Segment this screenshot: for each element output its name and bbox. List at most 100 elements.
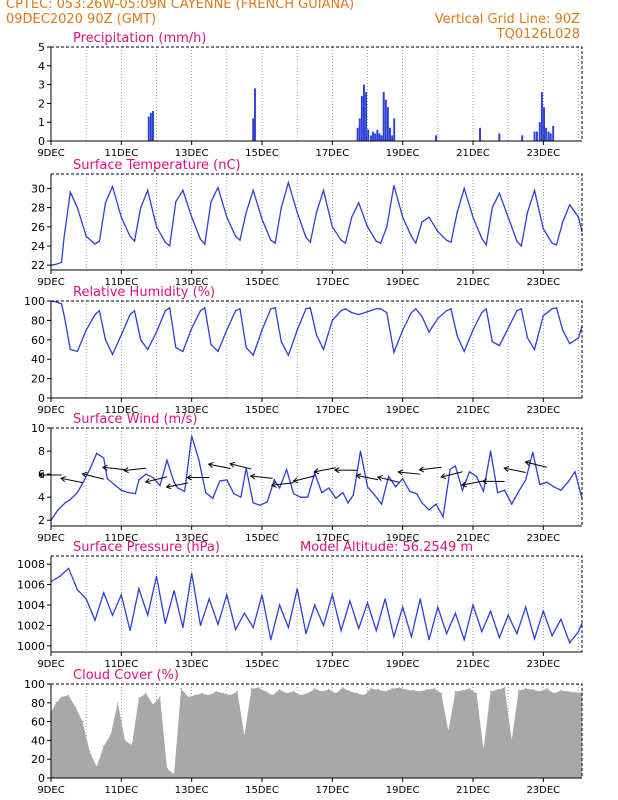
rh-point	[491, 341, 493, 343]
cloud-point	[546, 687, 548, 690]
cloud-point	[398, 686, 400, 689]
cloud-point	[524, 687, 527, 690]
temp-point	[210, 201, 212, 203]
cloud-point	[60, 696, 63, 698]
rh-point	[507, 327, 509, 329]
wind-arrow-head	[355, 473, 362, 480]
x-tick-label: 19DEC	[386, 277, 420, 288]
wind-point	[76, 491, 78, 494]
precip-bar	[547, 131, 550, 141]
precip-bar	[552, 125, 555, 141]
rh-point	[393, 351, 395, 354]
panel-title: Precipitation (mm/h)	[73, 31, 206, 46]
rh-panel: 0 20 40 60 80 100 9DEC 11DEC 13DEC 15DEC 17DEC 19DE…	[24, 285, 583, 416]
rh-point	[140, 339, 142, 341]
wind-point	[233, 493, 235, 495]
cloud-point	[320, 690, 323, 693]
x-tick-label: 11DEC	[104, 659, 138, 670]
rh-point	[69, 348, 71, 351]
rh-point	[375, 308, 377, 310]
cloud-point	[74, 706, 77, 709]
cloud-point	[440, 692, 443, 695]
wind-point	[69, 498, 71, 501]
rh-point	[104, 339, 107, 341]
temp-point	[191, 216, 193, 218]
y-tick-label: 1002	[17, 619, 45, 632]
x-tick-label: 17DEC	[315, 533, 349, 544]
temp-line	[50, 180, 583, 266]
rh-point	[305, 308, 307, 310]
temp-point	[507, 216, 509, 218]
plot-frame	[50, 555, 583, 653]
wind-point	[435, 503, 437, 505]
cloud-point	[503, 686, 506, 689]
precip-bar	[389, 127, 391, 141]
pres-point	[270, 639, 272, 641]
wind-arrow-shaft	[377, 476, 400, 483]
x-tick-label: 23DEC	[526, 659, 560, 670]
wind-point	[489, 450, 492, 452]
precip-bar	[380, 135, 383, 141]
cloud-point	[447, 730, 450, 732]
cloud-point	[243, 734, 246, 737]
cloud-point	[531, 688, 534, 691]
y-tick-label: 30	[31, 182, 45, 195]
pres-point	[481, 630, 483, 633]
wind-point	[89, 468, 91, 471]
pres-point	[419, 598, 421, 600]
y-tick-label: 60	[31, 334, 45, 347]
wind-arrow-head	[207, 462, 214, 468]
cloud-point	[201, 692, 204, 695]
pres-point	[581, 622, 583, 625]
rh-point	[562, 329, 564, 331]
cloud-point	[159, 696, 161, 698]
temp-panel: 22 24 26 28 30 9DEC 11DEC 13DEC 15DEC 17DEC 19DEC 2…	[31, 158, 583, 288]
temp-point	[421, 221, 423, 223]
cloud-point	[187, 696, 189, 698]
temp-point	[463, 187, 465, 189]
y-tick-label: 5	[38, 41, 45, 54]
wind-point	[409, 490, 411, 493]
wind-point	[352, 494, 355, 496]
cloud-point	[454, 690, 457, 693]
wind-arrow-head	[333, 467, 340, 474]
rh-point	[322, 348, 325, 351]
x-tick-label: 9DEC	[37, 405, 64, 416]
wind-point	[335, 497, 337, 499]
pres-point	[489, 610, 492, 612]
temp-point	[569, 204, 571, 206]
pres-point	[402, 606, 404, 608]
rh-point	[542, 314, 544, 317]
cloud-point	[88, 750, 91, 753]
wind-point	[366, 486, 369, 488]
cloud-point	[349, 690, 351, 693]
temp-point	[366, 226, 369, 228]
x-tick-label: 13DEC	[175, 405, 209, 416]
wind-point	[300, 496, 302, 498]
pres-point	[147, 614, 149, 616]
cloud-point	[539, 690, 541, 693]
panel-title: Surface Temperature (nC)	[73, 158, 241, 173]
x-tick-label: 19DEC	[386, 405, 420, 416]
rh-point	[226, 329, 228, 331]
cloud-point	[278, 688, 281, 691]
temp-point	[526, 211, 529, 213]
cloud-point	[180, 687, 182, 690]
model-code: TQ0126L028	[496, 27, 580, 42]
temp-point	[169, 245, 171, 247]
temp-point	[63, 235, 65, 237]
plot-frame	[50, 427, 583, 527]
plot-frame	[50, 300, 583, 399]
temp-point	[386, 226, 388, 228]
precip-bar	[356, 127, 359, 141]
precip-bar	[378, 133, 381, 141]
cloud-point	[567, 690, 569, 693]
rh-point	[147, 348, 149, 351]
x-tick-label: 23DEC	[526, 533, 560, 544]
wind-point	[347, 502, 349, 504]
cloud-point	[574, 691, 576, 694]
cloud-point	[271, 694, 274, 697]
pres-point	[542, 610, 544, 612]
rh-point	[410, 312, 413, 314]
x-tick-label: 15DEC	[245, 533, 279, 544]
